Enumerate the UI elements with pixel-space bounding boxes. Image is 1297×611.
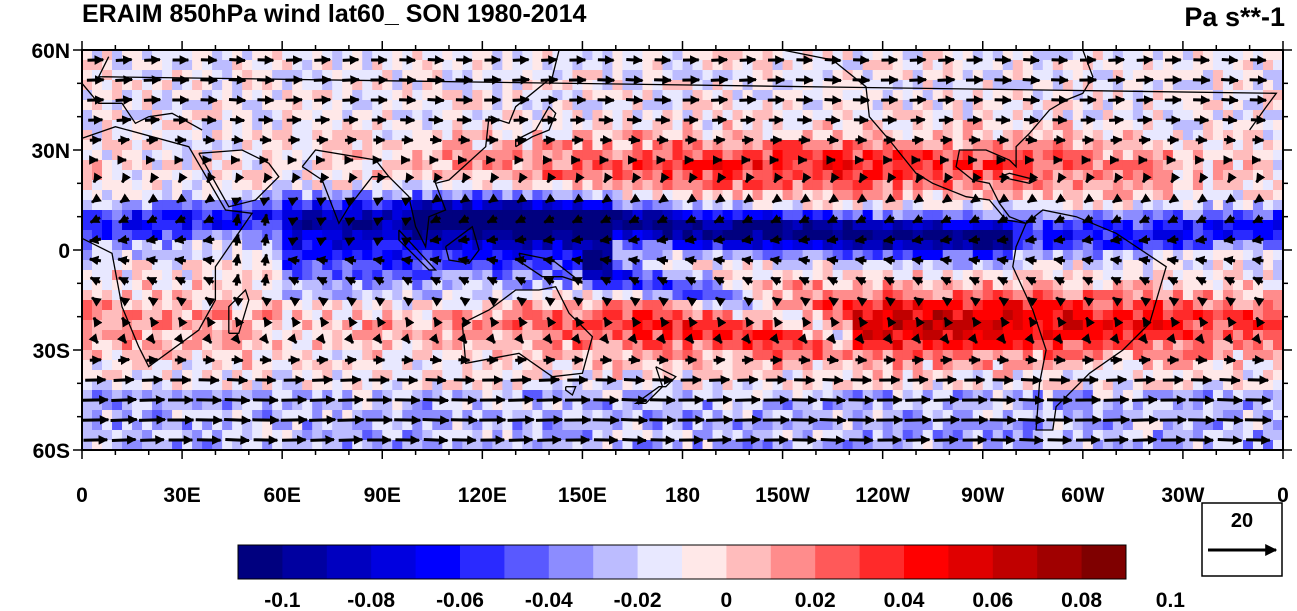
reference-vector-label: 20 [1231,510,1253,532]
lon-label: 90W [961,484,1004,507]
colorbar-label: -0.02 [614,589,662,611]
lat-label: 60N [31,40,70,63]
lon-label: 180 [665,484,700,507]
colorbar-swatch [238,545,283,579]
axis-ticks [73,41,1292,459]
colorbar-swatch [904,545,949,579]
lon-label: 120E [458,484,507,507]
colorbar-label: 0.06 [972,589,1013,611]
colorbar-swatch [992,545,1038,579]
lon-label: 30E [163,484,200,507]
latitude-labels: 60N 30N 0 30S 60S [31,40,70,463]
colorbar-swatch [548,545,594,579]
colorbar-swatch [637,545,683,579]
lon-label: 60W [1061,484,1104,507]
colorbar-swatch [859,545,905,579]
colorbar: -0.1 -0.08 -0.06 -0.04 -0.02 0 0.02 0.04 0.06 0.0… [237,544,1186,611]
colorbar-label: 0.1 [1156,589,1186,611]
lat-label: 60S [33,440,70,463]
units-label: Pa s**-1 [1184,2,1285,32]
colorbar-swatch [415,545,461,579]
lon-label: 120W [855,484,910,507]
reference-vector-box: 20 [1201,502,1283,577]
vertical-velocity-field [82,50,1283,450]
colorbar-swatch [682,545,727,579]
colorbar-swatch [282,545,328,579]
colorbar-swatch [593,545,639,579]
colorbar-label: -0.1 [264,589,301,611]
lon-label: 30W [1161,484,1204,507]
colorbar-label: -0.06 [436,589,484,611]
lat-label: 0 [58,240,70,263]
map-title: ERAIM 850hPa wind lat60_ SON 1980-2014 [82,0,587,28]
colorbar-label: -0.08 [347,589,395,611]
colorbar-swatch [371,545,417,579]
colorbar-swatch [726,545,772,579]
colorbar-label: 0.04 [884,589,925,611]
lon-label: 150W [755,484,810,507]
lat-label: 30S [33,340,70,363]
lon-label: 0 [76,484,88,507]
colorbar-swatch [770,545,816,579]
colorbar-swatch [326,545,372,579]
colorbar-label: 0.08 [1061,589,1102,611]
lon-label: 60E [263,484,300,507]
colorbar-label: -0.04 [525,589,573,611]
colorbar-swatch [1081,545,1127,579]
lon-label: 150E [558,484,607,507]
lat-label: 30N [31,140,70,163]
longitude-labels: 0 30E 60E 90E 120E 150E 180 150W 120W 90W 60W 30W 0 [76,484,1289,507]
colorbar-swatch [948,545,994,579]
colorbar-swatch [460,545,505,579]
lon-label: 0 [1277,484,1289,507]
colorbar-swatch [1037,545,1083,579]
colorbar-label: 0.02 [795,589,836,611]
colorbar-swatch [504,545,550,579]
colorbar-label: 0 [721,589,733,611]
colorbar-swatch [815,545,861,579]
lon-label: 90E [364,484,401,507]
wind-vectors [82,55,1272,445]
